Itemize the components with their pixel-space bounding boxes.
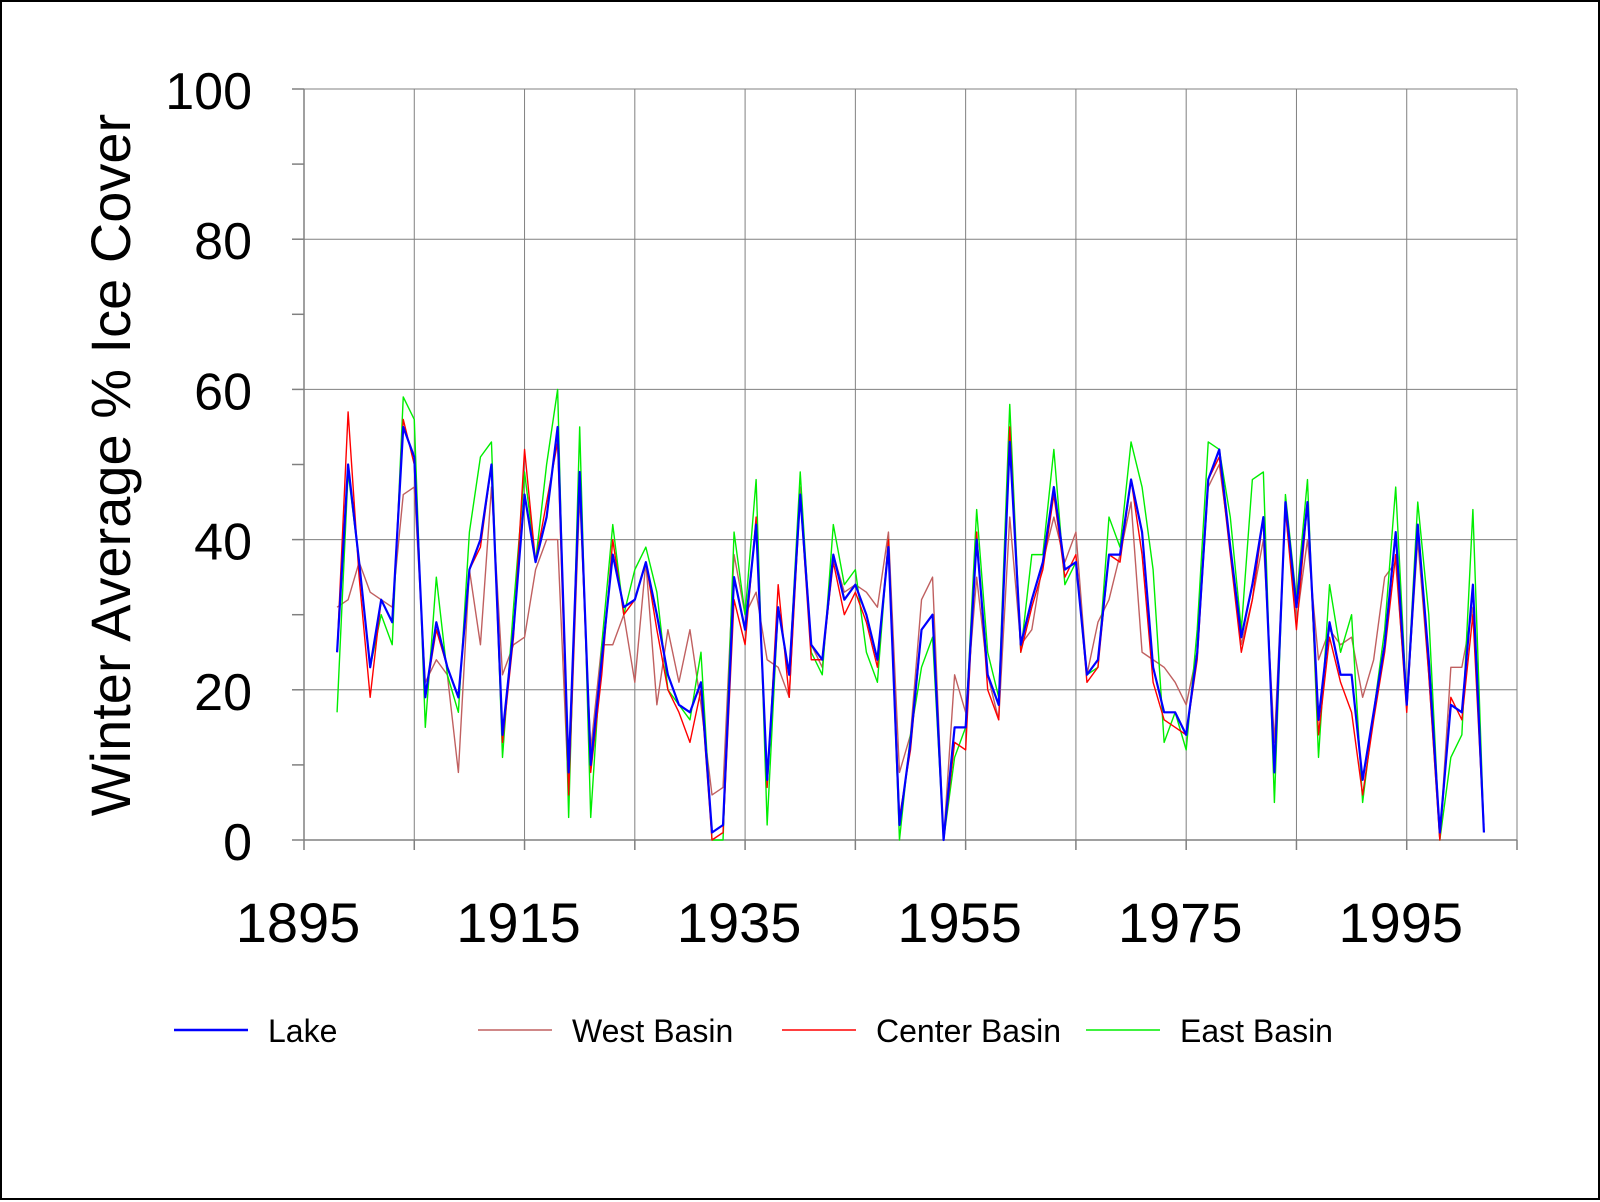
legend-label-east-basin: East Basin xyxy=(1180,1013,1333,1049)
y-tick-label: 20 xyxy=(194,664,252,722)
y-tick-label: 0 xyxy=(223,814,252,872)
axes xyxy=(292,88,1518,850)
y-tick-label: 60 xyxy=(194,363,252,421)
y-tick-label: 40 xyxy=(194,514,252,572)
x-tick-label: 1915 xyxy=(456,891,581,954)
x-tick-label: 1895 xyxy=(236,891,361,954)
series-line-lake xyxy=(335,425,1486,842)
series-line-east-basin xyxy=(336,388,1485,841)
series-lines xyxy=(335,388,1486,842)
y-tick-label: 80 xyxy=(194,213,252,271)
x-tick-label: 1955 xyxy=(897,891,1022,954)
series-line-west-basin xyxy=(336,463,1485,841)
legend-label-lake: Lake xyxy=(268,1013,337,1049)
x-tick-label: 1995 xyxy=(1338,891,1463,954)
legend: Lake West Basin Center Basin East Basin xyxy=(174,1013,1333,1049)
tick-labels: 0 20 40 60 80 100 1895 1915 1935 1955 1975 1995 xyxy=(165,63,1463,954)
legend-label-center-basin: Center Basin xyxy=(876,1013,1061,1049)
legend-label-west-basin: West Basin xyxy=(572,1013,733,1049)
series-line-center-basin xyxy=(336,411,1485,841)
x-tick-label: 1975 xyxy=(1118,891,1243,954)
x-tick-label: 1935 xyxy=(677,891,802,954)
y-tick-label: 100 xyxy=(165,63,252,121)
y-axis-label: Winter Average % Ice Cover xyxy=(79,114,142,816)
